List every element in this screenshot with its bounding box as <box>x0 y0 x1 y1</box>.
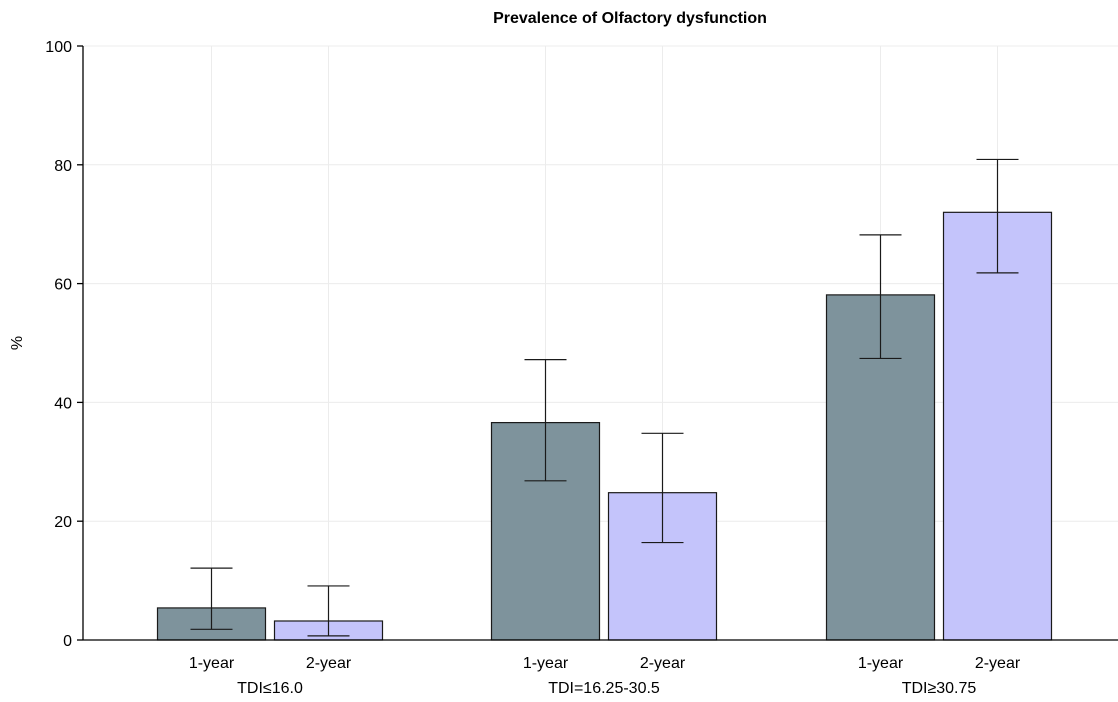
x-tick-label: 2-year <box>306 655 352 672</box>
y-tick-label: 0 <box>63 633 72 650</box>
bars <box>156 211 1053 641</box>
group-label: TDI=16.25-30.5 <box>548 680 660 697</box>
error-bars <box>190 158 1019 637</box>
y-axis-label: % <box>9 336 26 350</box>
axes <box>77 45 1118 641</box>
y-tick-label: 40 <box>54 395 72 412</box>
y-tick-label: 20 <box>54 514 72 531</box>
y-tick-label: 80 <box>54 158 72 175</box>
x-tick-label: 1-year <box>858 655 904 672</box>
y-tick-label: 100 <box>45 39 72 56</box>
chart-title: Prevalence of Olfactory dysfunction <box>493 10 767 27</box>
x-tick-label: 1-year <box>189 655 235 672</box>
y-tick-label: 60 <box>54 277 72 294</box>
group-label: TDI≥30.75 <box>902 680 977 697</box>
bar <box>942 211 1053 641</box>
x-tick-label: 2-year <box>640 655 686 672</box>
x-tick-label: 2-year <box>975 655 1021 672</box>
group-label: TDI≤16.0 <box>237 680 303 697</box>
x-tick-label: 1-year <box>523 655 569 672</box>
